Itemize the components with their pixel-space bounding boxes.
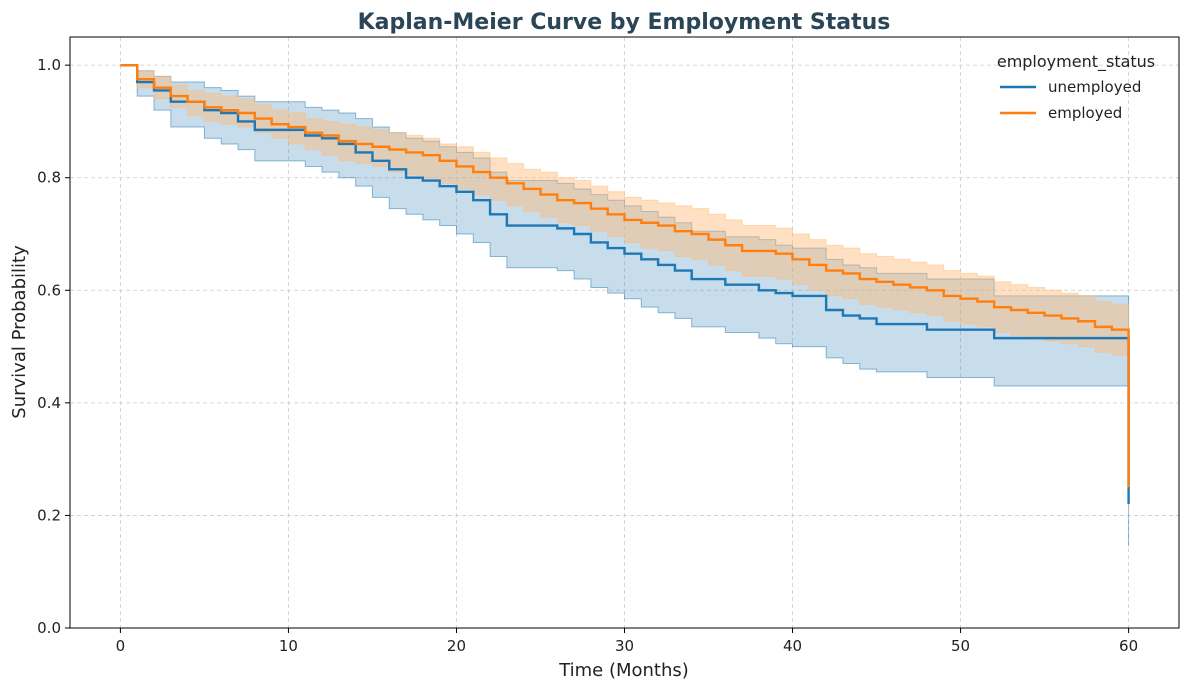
x-tick-label: 40 [783,637,802,655]
legend-label-unemployed: unemployed [1048,78,1141,96]
survival-line-employed [120,63,1130,488]
x-axis-ticks: 0 10 20 30 40 50 60 [116,628,1138,655]
legend-label-employed: employed [1048,104,1122,122]
legend-items: unemployed employed [1000,78,1141,122]
y-tick-label: 0.0 [37,619,61,637]
x-tick-label: 20 [447,637,466,655]
y-tick-label: 0.8 [37,169,61,187]
survival-lines [120,63,1130,505]
x-tick-label: 30 [615,637,634,655]
y-tick-label: 0.6 [37,281,61,299]
legend: employment_status unemployed employed [997,52,1155,122]
y-axis-label: Survival Probability [9,245,30,419]
x-tick-label: 50 [951,637,970,655]
y-tick-label: 1.0 [37,56,61,74]
x-tick-label: 60 [1119,637,1138,655]
y-tick-label: 0.2 [37,506,61,524]
x-axis-label: Time (Months) [558,660,689,681]
y-axis-ticks: 0.0 0.2 0.4 0.6 0.8 1.0 [37,56,70,637]
legend-title: employment_status [997,52,1155,72]
chart-title: Kaplan-Meier Curve by Employment Status [358,10,891,35]
survival-line-unemployed [120,63,1130,505]
x-tick-label: 0 [116,637,126,655]
grid [70,37,1179,629]
y-tick-label: 0.4 [37,394,61,412]
x-tick-label: 10 [279,637,298,655]
